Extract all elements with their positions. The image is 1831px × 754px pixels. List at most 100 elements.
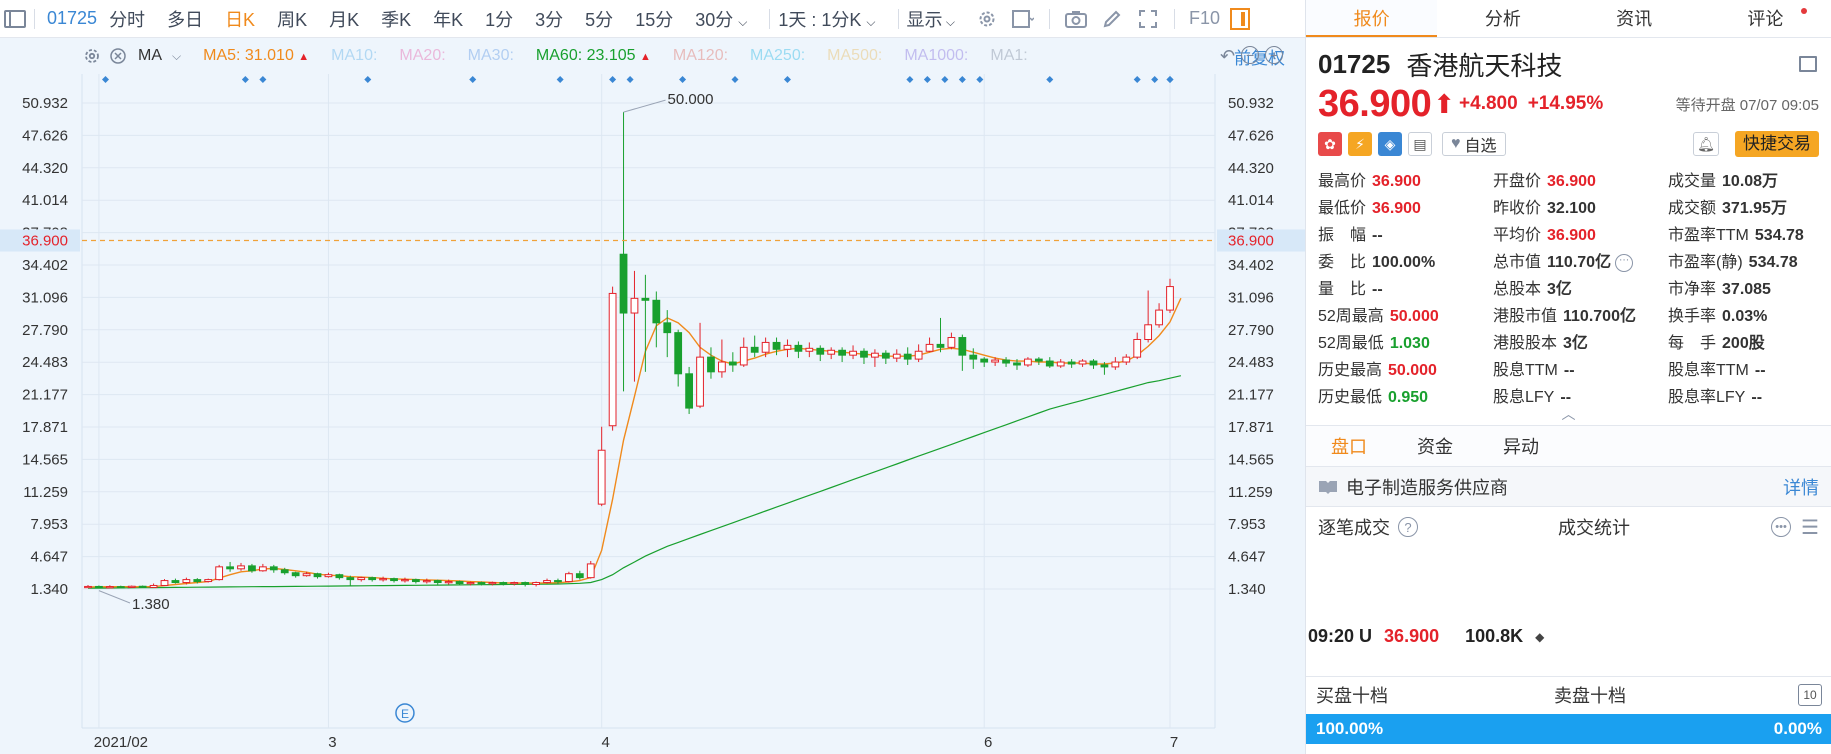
stat-cell: 股息率LFY -- — [1668, 386, 1828, 409]
y-tick-label-right: 7.953 — [1228, 516, 1266, 533]
period-tab-3[interactable]: 周K — [277, 9, 308, 30]
dividend-marker-icon — [259, 76, 267, 83]
period-tab-0[interactable]: 分时 — [109, 9, 146, 30]
chart-layout-icon[interactable] — [1011, 8, 1034, 30]
fullscreen-icon[interactable] — [1137, 8, 1159, 30]
zoom-out-icon[interactable]: − — [1241, 46, 1260, 64]
candle-body — [116, 586, 125, 589]
book-depth-toggle[interactable]: 10 — [1798, 683, 1822, 706]
stat-value: 10.08万 — [1722, 173, 1779, 190]
period-tab-8[interactable]: 3分 — [535, 9, 564, 30]
orderbook-subtab-2[interactable]: 异动 — [1503, 437, 1539, 457]
stat-label: 总股本 — [1493, 281, 1542, 298]
y-tick-label-right: 34.402 — [1228, 257, 1274, 274]
ma-item-9[interactable]: MA1: — [990, 47, 1028, 64]
stat-cell: 最低价 36.900 — [1318, 197, 1493, 220]
panel-toggle-icon[interactable] — [1230, 7, 1250, 30]
stat-label: 平均价 — [1493, 227, 1542, 244]
more-info-icon[interactable]: ⋯ — [1615, 253, 1634, 272]
stat-cell: 换手率 0.03% — [1668, 305, 1828, 328]
ma-item-1[interactable]: MA10: — [331, 47, 378, 64]
sidebar-toggle-icon[interactable] — [4, 9, 26, 28]
settings-gear-icon[interactable] — [976, 8, 998, 30]
ma-item-5[interactable]: MA120: — [672, 47, 729, 64]
period-tab-9[interactable]: 5分 — [585, 9, 614, 30]
candle-body — [1144, 324, 1153, 340]
trade-stats-title[interactable]: 成交统计 — [1558, 518, 1630, 538]
ma-item-4[interactable]: MA60: 23.105 ▲ — [535, 47, 651, 64]
ma-item-3[interactable]: MA30: — [467, 47, 514, 64]
note-icon[interactable]: ▤ — [1408, 132, 1432, 156]
kline-chart-svg[interactable]: 50.932 50.932 47.626 47.626 44.320 44.320 41.0… — [0, 38, 1305, 754]
ma-close-icon[interactable] — [108, 46, 128, 66]
pencil-draw-icon[interactable] — [1101, 8, 1123, 30]
candle-body — [1078, 360, 1087, 365]
panel-layout-icon[interactable] — [1799, 56, 1817, 72]
stat-cell: 开盘价 36.900 — [1493, 170, 1668, 193]
reset-icon[interactable]: ↶ — [1220, 46, 1236, 66]
chevron-down-icon[interactable]: ⌵ — [172, 48, 182, 63]
period-tab-1[interactable]: 多日 — [167, 9, 204, 30]
stat-label: 成交量 — [1668, 173, 1717, 190]
display-select[interactable]: 显示 ⌵ — [907, 6, 955, 32]
ma-item-7[interactable]: MA500: — [827, 47, 883, 64]
ma-item-0[interactable]: MA5: 31.010 ▲ — [203, 47, 310, 64]
add-watchlist-button[interactable]: ♥ 自选 — [1442, 132, 1506, 156]
ma-item-6[interactable]: MA250: — [750, 47, 806, 64]
candle-body — [105, 586, 114, 589]
stock-code-label[interactable]: 01725 — [47, 8, 98, 28]
quote-tab-3[interactable]: 评论 — [1700, 0, 1831, 37]
industry-detail-link[interactable]: 详情 — [1783, 477, 1819, 498]
period-tab-2[interactable]: 日K — [225, 9, 256, 30]
hk-flag-icon[interactable]: ✿ — [1318, 132, 1342, 156]
candle-body — [761, 341, 770, 353]
up-arrow-icon: ⬆ — [1433, 88, 1456, 119]
quote-tab-2[interactable]: 资讯 — [1616, 9, 1653, 29]
candle-body — [237, 565, 245, 570]
orderbook-subtab-0[interactable]: 盘口 — [1331, 437, 1367, 457]
help-icon[interactable]: ? — [1398, 517, 1418, 537]
y-tick-label-left: 14.565 — [22, 451, 68, 468]
kline-chart-area[interactable]: MA ⌵ MA5: 31.010 ▲ MA10: MA20: MA30: MA60: 2… — [0, 38, 1305, 754]
candle-body — [1111, 361, 1120, 368]
price-change: +4.800 — [1459, 93, 1518, 114]
quick-trade-button[interactable]: 快捷交易 — [1735, 131, 1819, 157]
candle-body — [958, 337, 967, 356]
notification-dot — [1801, 8, 1807, 14]
y-tick-label-right: 14.565 — [1228, 451, 1274, 468]
list-menu-icon[interactable]: ☰ — [1801, 516, 1819, 539]
stat-label: 股息率TTM — [1668, 362, 1749, 379]
orderbook-subtab-1[interactable]: 资金 — [1417, 437, 1453, 457]
quote-tab-1[interactable]: 分析 — [1484, 9, 1521, 29]
tag-icon[interactable]: ◈ — [1378, 132, 1402, 156]
chevron-down-icon: ⌵ — [738, 14, 748, 29]
period-tab-5[interactable]: 季K — [381, 9, 412, 30]
period-tab-6[interactable]: 年K — [433, 9, 464, 30]
ma-item-8[interactable]: MA1000: — [904, 47, 969, 64]
ma-settings-gear-icon[interactable] — [82, 46, 102, 66]
period-tab-7[interactable]: 1分 — [485, 9, 514, 30]
zoom-in-icon[interactable]: + — [1265, 46, 1284, 64]
candle-body — [707, 356, 715, 373]
industry-row[interactable]: 电子制造服务供应商 详情 — [1306, 467, 1831, 507]
period-tab-10[interactable]: 15分 — [635, 9, 674, 30]
collapse-chevron-icon[interactable]: ︿ — [1561, 406, 1576, 422]
camera-icon[interactable] — [1064, 8, 1087, 30]
period-tab-4[interactable]: 月K — [329, 9, 360, 30]
f10-button[interactable]: F10 — [1188, 8, 1220, 28]
candle-body — [750, 346, 759, 353]
candle-body — [280, 569, 289, 574]
range-select[interactable]: 1天 : 1分K ⌵ — [778, 6, 875, 32]
quote-tab-0[interactable]: 报价 — [1306, 0, 1438, 37]
more-options-icon[interactable]: ••• — [1771, 517, 1792, 537]
alert-bell-icon[interactable]: 🔔︎ — [1693, 132, 1719, 156]
tick-trades-title[interactable]: 逐笔成交 — [1318, 518, 1390, 538]
dividend-marker-icon — [958, 76, 966, 83]
ma-dropdown-label[interactable]: MA — [138, 47, 162, 64]
flash-icon[interactable]: ⚡ — [1348, 132, 1372, 156]
last-price: 36.900 — [1318, 82, 1432, 125]
candle-body — [127, 585, 136, 588]
ma-item-2[interactable]: MA20: — [399, 47, 446, 64]
period-30min-dropdown[interactable]: 30分 ⌵ — [695, 6, 747, 32]
buy-ratio: 100.00% — [1316, 719, 1384, 738]
